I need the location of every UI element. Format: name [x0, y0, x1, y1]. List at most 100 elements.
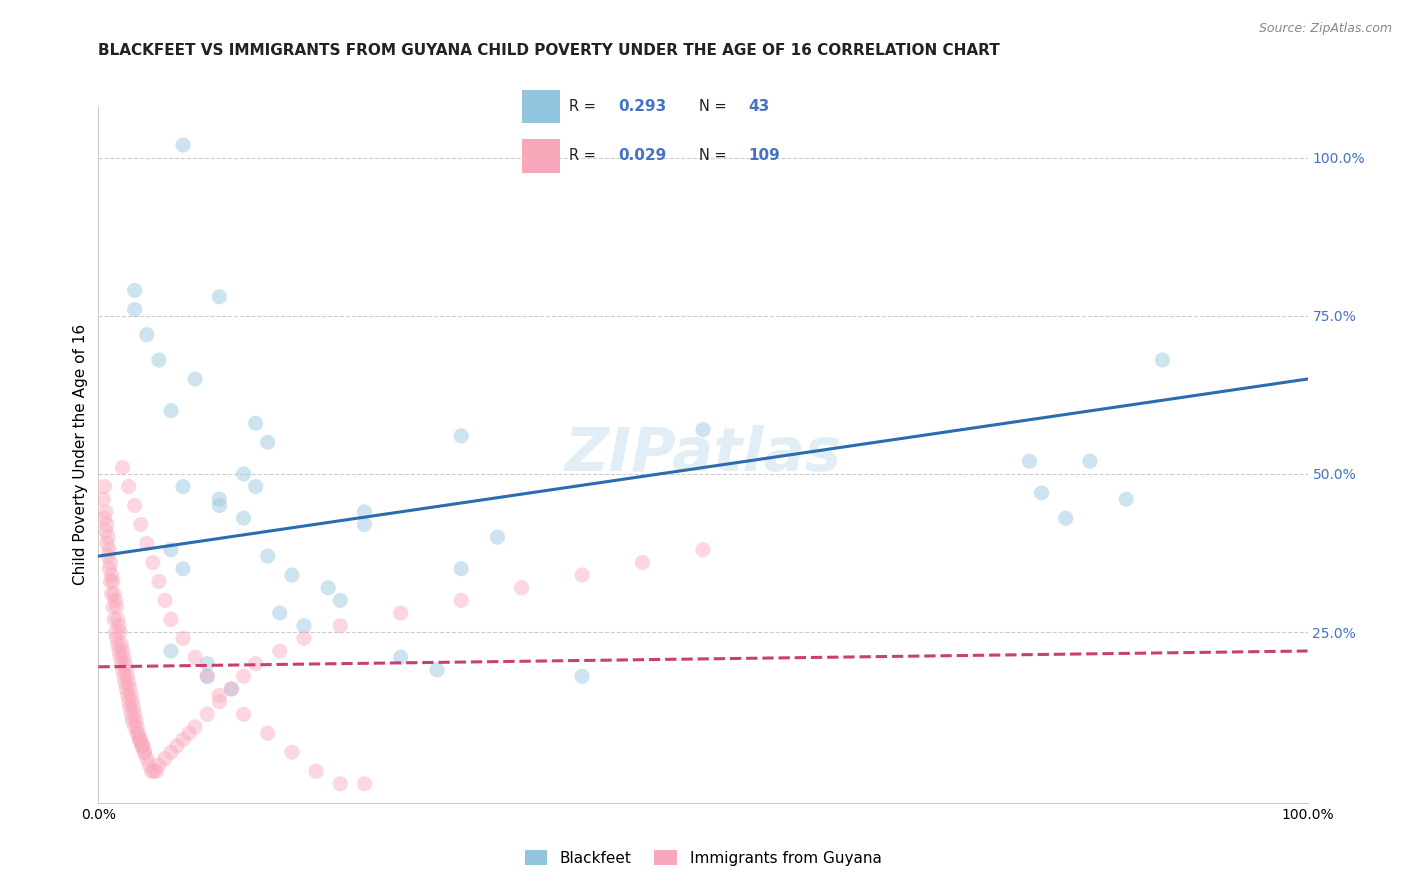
Point — [510, 581, 533, 595]
Point — [103, 587, 125, 601]
Point — [121, 695, 143, 709]
Text: N =: N = — [699, 148, 731, 163]
Text: 0.293: 0.293 — [619, 99, 666, 114]
Point — [124, 302, 146, 317]
Point — [148, 353, 170, 368]
Point — [127, 720, 149, 734]
Point — [145, 764, 167, 779]
Point — [100, 568, 122, 582]
Point — [117, 669, 139, 683]
Point — [114, 675, 136, 690]
Point — [305, 764, 328, 779]
Point — [134, 745, 156, 759]
Point — [121, 714, 143, 728]
Point — [256, 435, 278, 450]
Point — [329, 777, 352, 791]
Point — [245, 417, 267, 431]
Point — [450, 593, 472, 607]
Point — [120, 688, 142, 702]
Point — [96, 536, 118, 550]
Point — [105, 632, 128, 646]
Point — [256, 549, 278, 563]
Point — [94, 505, 117, 519]
Point — [269, 606, 291, 620]
Point — [111, 644, 134, 658]
Point — [426, 663, 449, 677]
Point — [101, 599, 124, 614]
Point — [104, 625, 127, 640]
Point — [486, 530, 509, 544]
Point — [571, 669, 593, 683]
Point — [221, 681, 243, 696]
Point — [208, 688, 231, 702]
Point — [172, 732, 194, 747]
Point — [142, 556, 165, 570]
Point — [208, 499, 231, 513]
Text: R =: R = — [569, 99, 600, 114]
Point — [98, 562, 121, 576]
Point — [115, 681, 138, 696]
Legend: Blackfeet, Immigrants from Guyana: Blackfeet, Immigrants from Guyana — [519, 844, 887, 871]
Point — [148, 574, 170, 589]
Point — [118, 701, 141, 715]
Point — [114, 657, 136, 671]
Point — [232, 467, 254, 481]
Point — [232, 511, 254, 525]
Point — [184, 650, 207, 665]
Point — [353, 505, 375, 519]
Text: ZIPatlas: ZIPatlas — [564, 425, 842, 484]
Point — [153, 593, 176, 607]
Point — [316, 581, 339, 595]
Point — [208, 695, 231, 709]
Point — [160, 403, 183, 417]
Point — [281, 568, 304, 582]
Point — [131, 739, 153, 753]
Point — [111, 663, 134, 677]
Point — [96, 517, 118, 532]
Point — [389, 650, 412, 665]
Point — [120, 707, 142, 722]
Point — [134, 745, 156, 759]
FancyBboxPatch shape — [523, 139, 560, 173]
Point — [108, 625, 131, 640]
Point — [101, 574, 124, 589]
Point — [110, 638, 132, 652]
Point — [129, 732, 152, 747]
Y-axis label: Child Poverty Under the Age of 16: Child Poverty Under the Age of 16 — [73, 325, 89, 585]
Point — [329, 593, 352, 607]
Point — [195, 669, 218, 683]
Point — [184, 720, 207, 734]
Point — [108, 644, 131, 658]
Point — [112, 650, 135, 665]
Point — [122, 701, 145, 715]
Point — [127, 726, 149, 740]
Point — [179, 726, 201, 740]
Point — [281, 745, 304, 759]
Point — [103, 612, 125, 626]
Point — [256, 726, 278, 740]
Point — [104, 593, 127, 607]
Point — [91, 492, 114, 507]
Point — [127, 726, 149, 740]
Point — [208, 290, 231, 304]
Point — [160, 542, 183, 557]
Point — [131, 739, 153, 753]
Text: Source: ZipAtlas.com: Source: ZipAtlas.com — [1258, 22, 1392, 36]
Point — [353, 517, 375, 532]
Point — [292, 632, 315, 646]
Point — [269, 644, 291, 658]
Point — [118, 479, 141, 493]
Point — [172, 479, 194, 493]
Point — [195, 707, 218, 722]
Point — [97, 549, 120, 563]
Point — [232, 707, 254, 722]
Point — [124, 499, 146, 513]
Point — [117, 688, 139, 702]
Point — [160, 745, 183, 759]
Point — [1031, 486, 1053, 500]
Point — [108, 618, 131, 632]
Point — [110, 657, 132, 671]
FancyBboxPatch shape — [523, 89, 560, 123]
Point — [692, 542, 714, 557]
Point — [195, 657, 218, 671]
